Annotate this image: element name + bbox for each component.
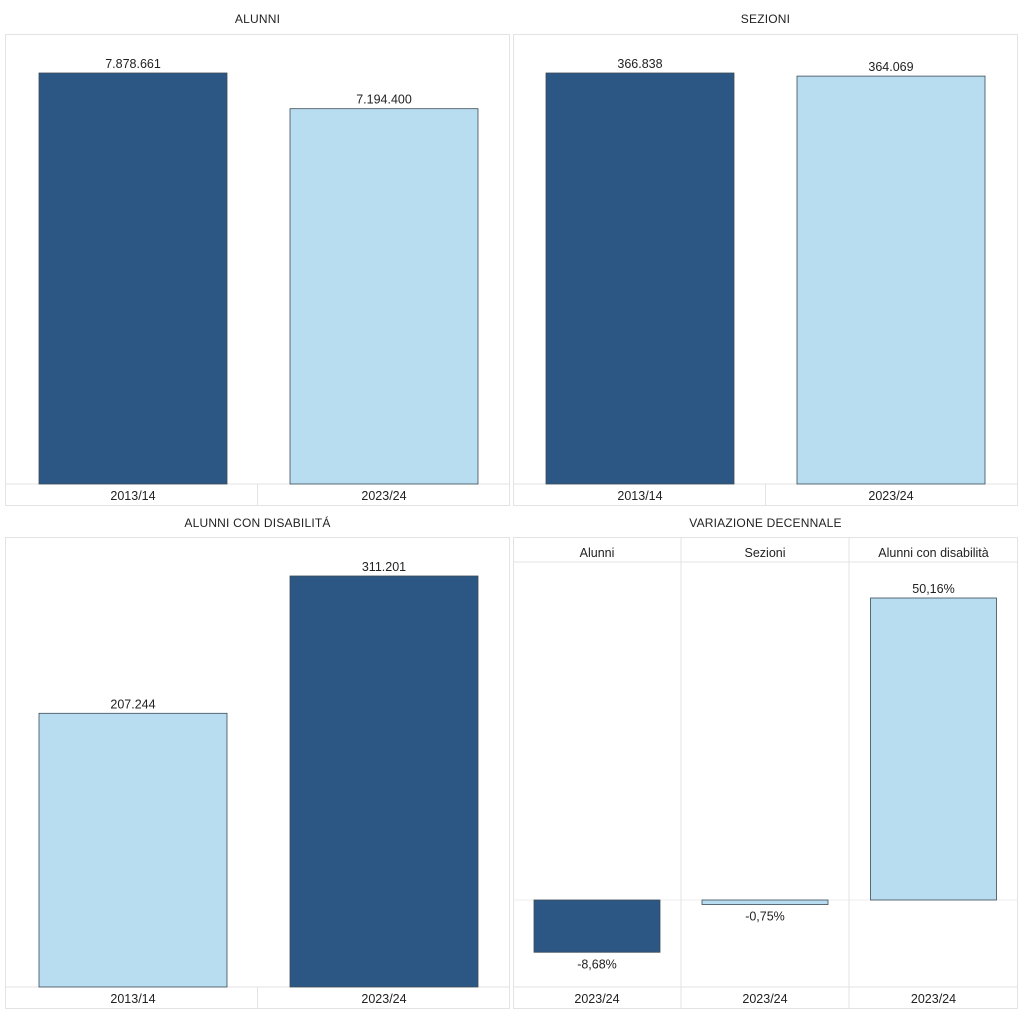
data-label-2-1: 311.201 [362,560,406,574]
column-header-2: Alunni con disabilità [878,546,989,560]
chart-title-alunni-disabilita: ALUNNI CON DISABILITÁ [184,516,331,530]
bar-0-0 [38,72,228,485]
bar-2-0 [38,712,228,988]
x-tick-label-2-1: 2023/24 [361,992,406,1006]
chart-title-sezioni: SEZIONI [740,12,791,26]
data-label-0-0: 7.878.661 [105,57,161,71]
data-label-3-1: -0,75% [745,910,785,924]
data-label-1-0: 366.838 [617,57,662,71]
chart-title-variazione-decennale: VARIAZIONE DECENNALE [689,516,842,530]
data-label-0-1: 7.194.400 [356,93,412,107]
x-tick-label-2-0: 2013/14 [110,992,155,1006]
x-tick-label-0-1: 2023/24 [361,489,406,503]
bar-1-1 [796,75,986,485]
x-tick-label-1-1: 2023/24 [868,489,913,503]
x-tick-label-3-2: 2023/24 [911,992,956,1006]
x-tick-label-0-0: 2013/14 [110,489,155,503]
column-header-0: Alunni [580,546,615,560]
bar-3-1 [701,899,829,905]
data-label-1-1: 364.069 [868,60,913,74]
bar-0-1 [289,108,479,485]
data-label-2-0: 207.244 [110,697,155,711]
x-tick-label-3-1: 2023/24 [742,992,787,1006]
x-tick-label-1-0: 2013/14 [617,489,662,503]
bar-2-1 [289,575,479,988]
bar-1-0 [545,72,735,485]
x-tick-label-3-0: 2023/24 [574,992,619,1006]
column-header-1: Sezioni [745,546,786,560]
bar-3-0 [533,899,661,953]
bar-3-2 [870,597,997,901]
chart-title-alunni: ALUNNI [234,12,281,26]
data-label-3-2: 50,16% [912,582,954,596]
data-label-3-0: -8,68% [577,957,617,971]
